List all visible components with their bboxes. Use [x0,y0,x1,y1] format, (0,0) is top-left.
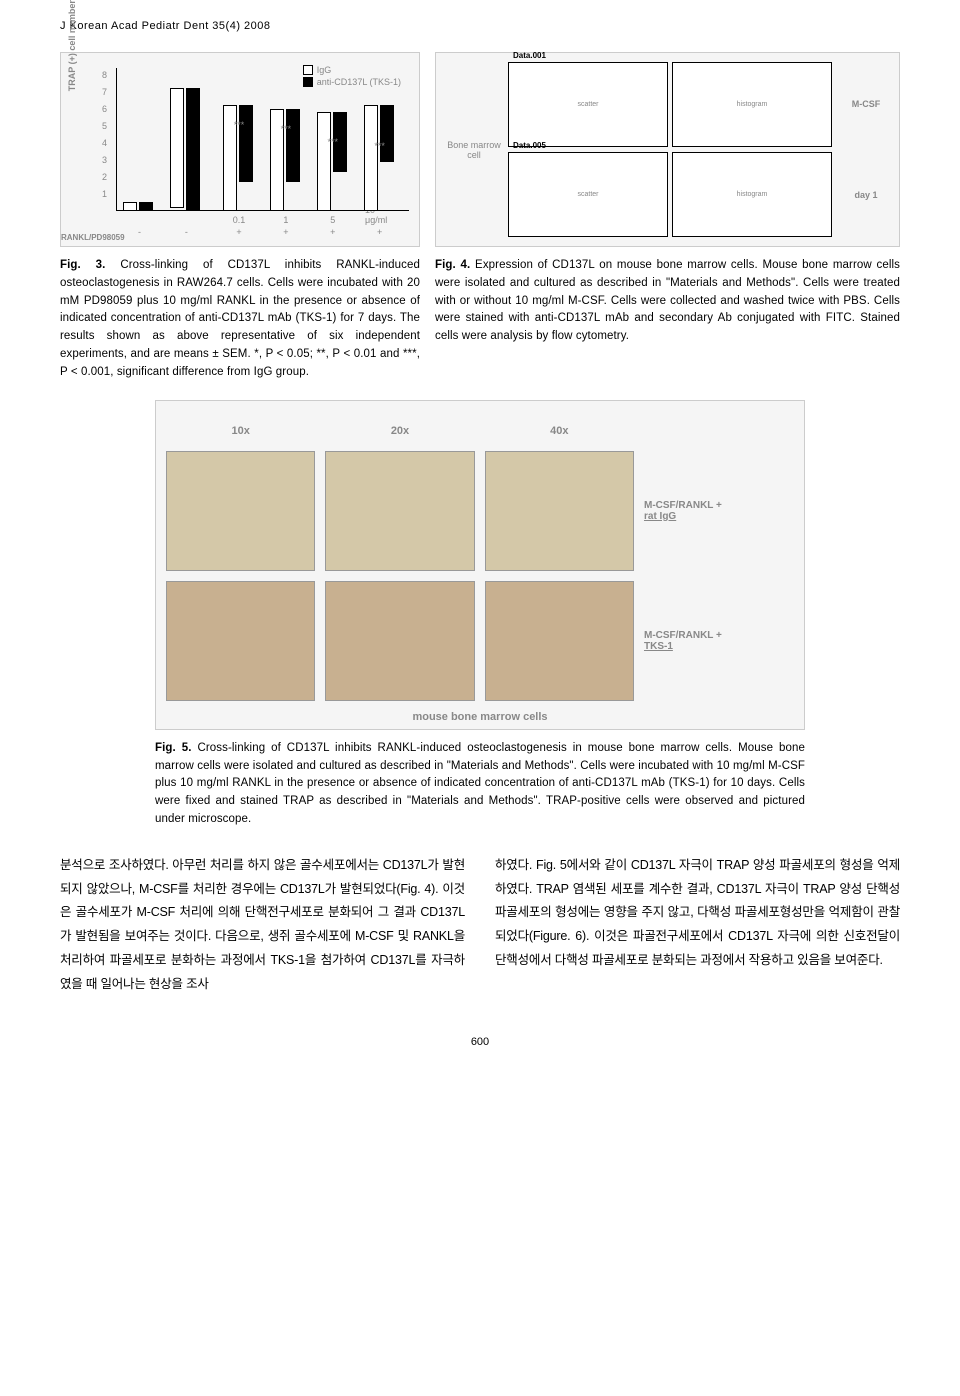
figure-3-caption: Fig. 3. Cross-linking of CD137L inhibits… [60,257,420,382]
fig5-row1-label: M-CSF/RANKL +rat IgG [644,500,794,522]
fig3-caption-text: Cross-linking of CD137L inhibits RANKL-i… [60,259,420,378]
fig4-right-label-top: M-CSF [836,99,896,109]
fig5-bottom-label: mouse bone marrow cells [156,711,804,723]
fig5-panel-r1c1 [166,451,315,571]
fig3-x-axis-label: RANKL/PD98059 [61,233,125,242]
fig5-col-40x: 40x [485,425,634,437]
figure-5-panels: 10x 20x 40x M-CSF/RANKL +rat IgG M-CSF/R… [155,400,805,730]
page-number: 600 [60,1036,900,1048]
body-right-column: 하였다. Fig. 5에서와 같이 CD137L 자극이 TRAP 양성 파골세… [495,854,900,997]
fig5-row2-label: M-CSF/RANKL +TKS-1 [644,630,794,652]
fig5-panel-r2c1 [166,581,315,701]
fig4-scatter-bottom: Data.005scatter [508,152,668,237]
figure-4-block: Bone marrow cell Data.001scatter histogr… [435,52,900,382]
fig4-scatter-top: Data.001scatter [508,62,668,147]
fig5-caption-text: Cross-linking of CD137L inhibits RANKL-i… [155,742,805,825]
figure-4-caption: Fig. 4. Expression of CD137L on mouse bo… [435,257,900,346]
fig4-left-label: Bone marrow cell [444,140,504,160]
fig3-plot-area: 123456780.11510 μg/ml--++++************ [116,68,409,211]
fig4-hist-bottom: histogram [672,152,832,237]
figure-3-block: IgGanti-CD137L (TKS-1) TRAP (+) cell num… [60,52,420,382]
fig5-panel-r1c2 [325,451,474,571]
fig5-panel-r2c2 [325,581,474,701]
fig5-col-20x: 20x [325,425,474,437]
figure-3-chart: IgGanti-CD137L (TKS-1) TRAP (+) cell num… [60,52,420,247]
figure-5-caption: Fig. 5. Cross-linking of CD137L inhibits… [155,740,805,829]
figure-4-panels: Bone marrow cell Data.001scatter histogr… [435,52,900,247]
fig4-hist-top: histogram [672,62,832,147]
fig4-right-label-bottom: day 1 [836,190,896,200]
fig4-panel-label-2: Data.005 [513,141,546,150]
fig3-label: Fig. 3. [60,259,105,271]
body-text-columns: 분석으로 조사하였다. 아무런 처리를 하지 않은 골수세포에서는 CD137L… [60,854,900,997]
fig5-panel-r2c3 [485,581,634,701]
figure-5-block: 10x 20x 40x M-CSF/RANKL +rat IgG M-CSF/R… [155,400,805,829]
fig3-y-axis-label: TRAP (+) cell number (x10²) [67,0,77,91]
fig5-label: Fig. 5. [155,742,192,754]
fig4-caption-text: Expression of CD137L on mouse bone marro… [435,259,900,342]
body-left-column: 분석으로 조사하였다. 아무런 처리를 하지 않은 골수세포에서는 CD137L… [60,854,465,997]
fig4-label: Fig. 4. [435,259,470,271]
top-figure-row: IgGanti-CD137L (TKS-1) TRAP (+) cell num… [60,52,900,382]
fig5-col-10x: 10x [166,425,315,437]
journal-header: J Korean Acad Pediatr Dent 35(4) 2008 [60,20,900,32]
fig4-panel-label-1: Data.001 [513,51,546,60]
fig5-panel-r1c3 [485,451,634,571]
